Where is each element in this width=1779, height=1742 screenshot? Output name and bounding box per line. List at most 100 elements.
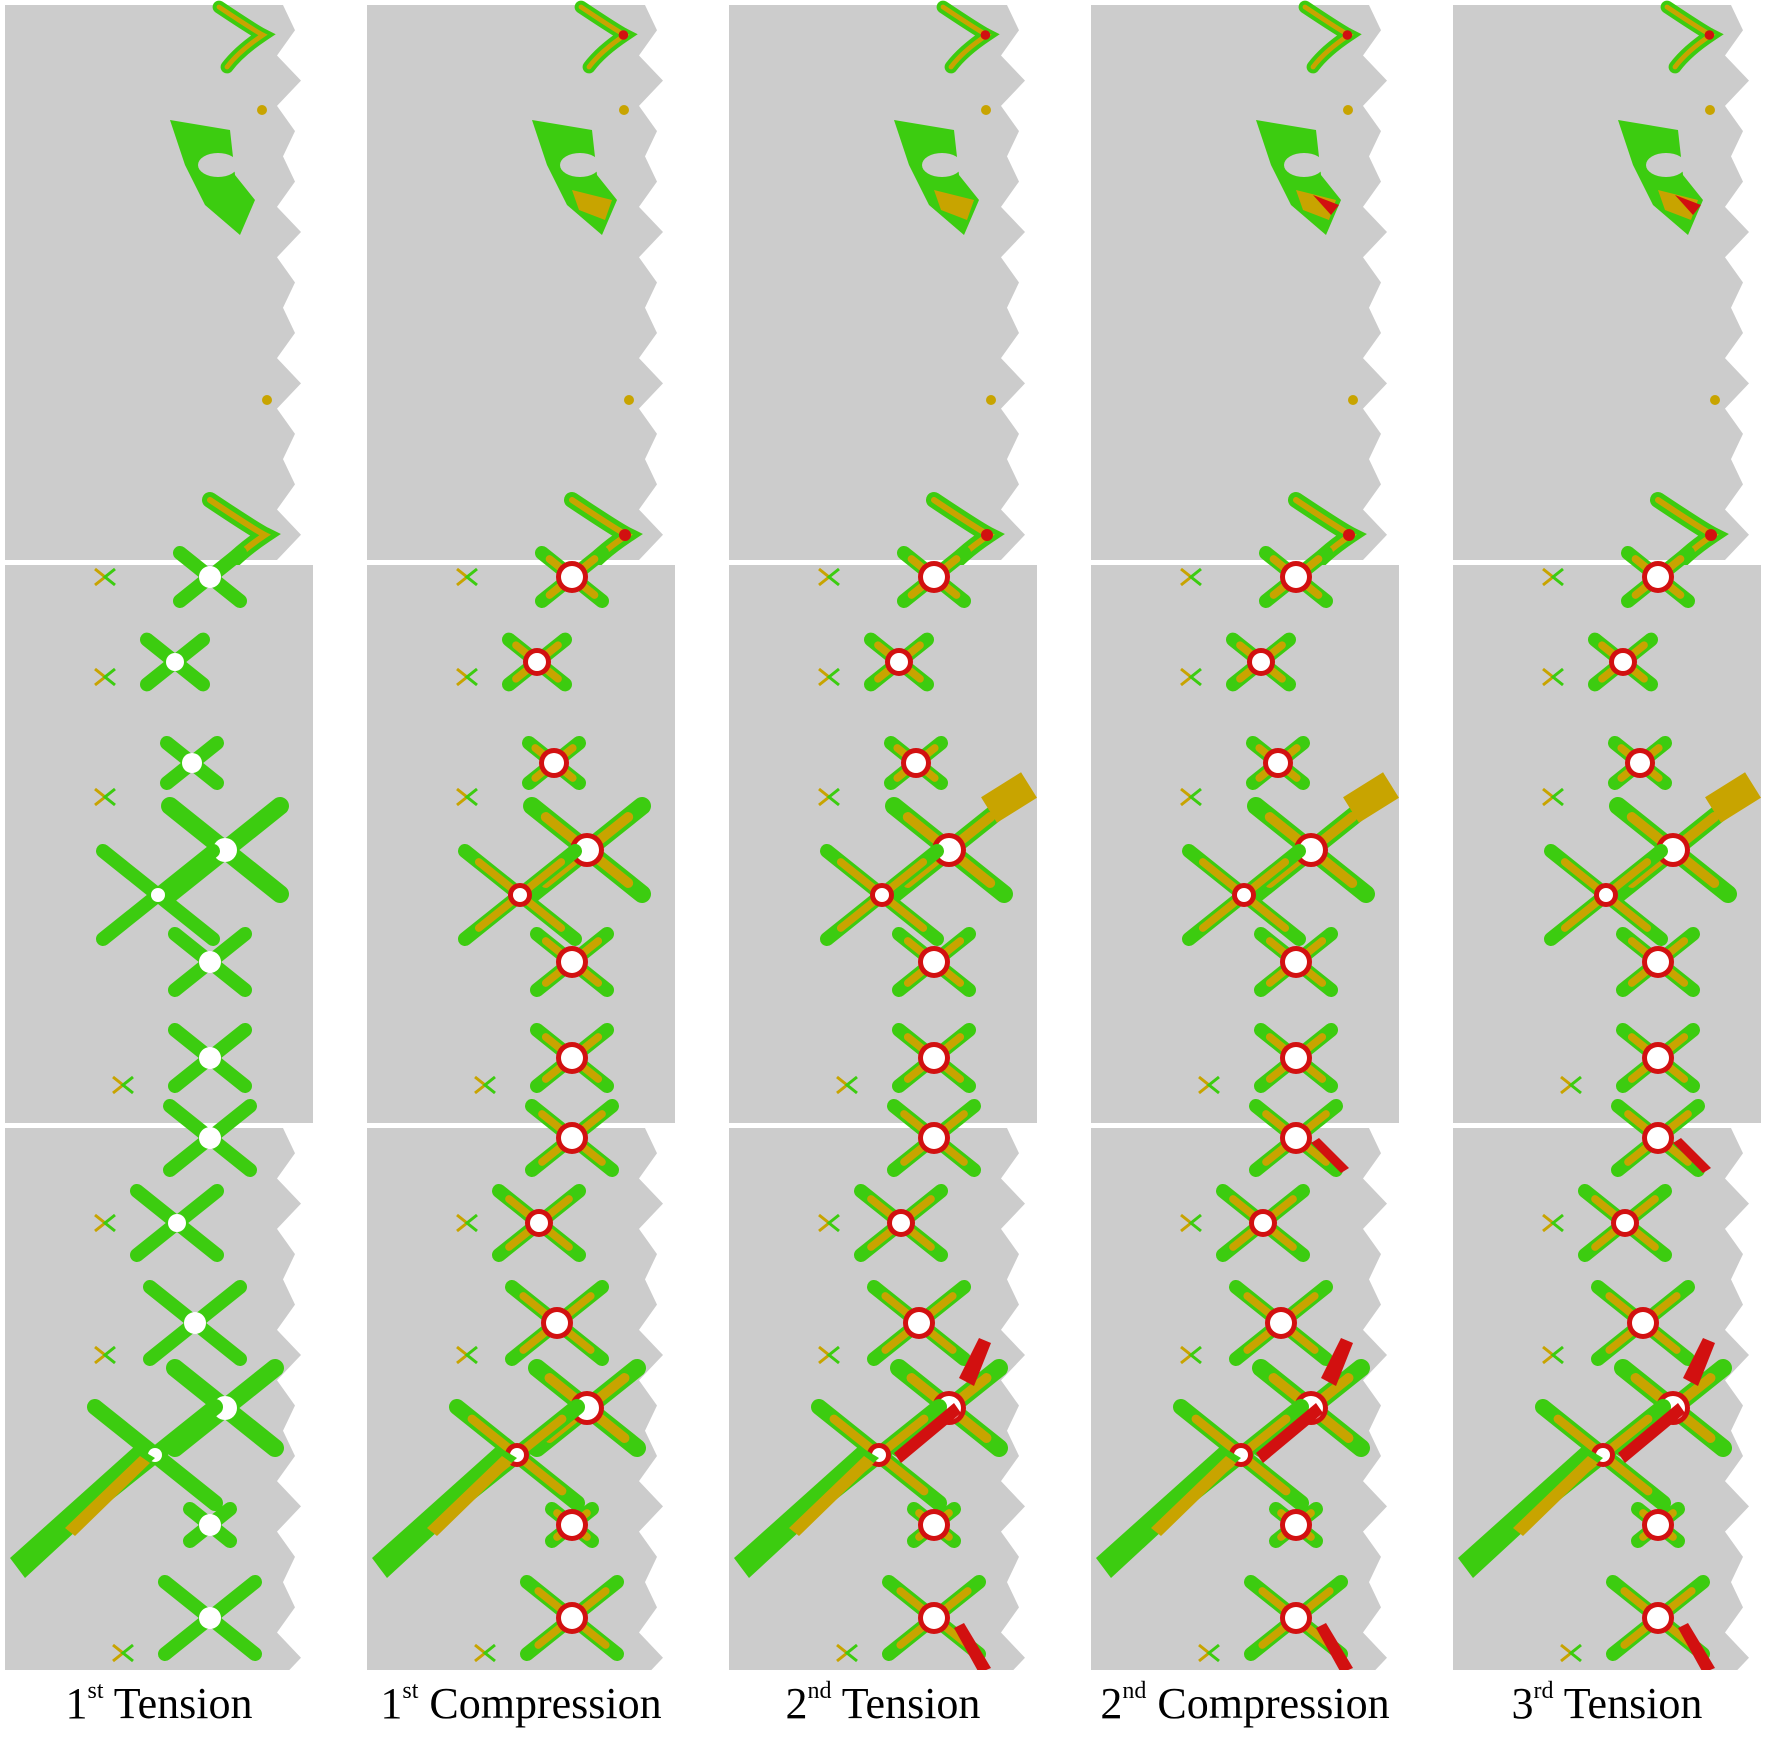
hole: [923, 1047, 945, 1069]
stress-concentration: [1673, 1138, 1711, 1173]
label-name: Tension: [103, 1679, 253, 1728]
stress-concentration: [981, 529, 993, 541]
stress-concentration: [1618, 1403, 1685, 1463]
stress-concentration: [1675, 195, 1701, 215]
minor-band: [1568, 1075, 1582, 1095]
panel-1-3: [5, 1099, 301, 1670]
stress-concentration: [619, 529, 631, 541]
stress-concentration: [1311, 1138, 1349, 1173]
contour-band-core: [1151, 1456, 1236, 1536]
stress-concentration: [959, 1338, 991, 1386]
minor-band: [1705, 105, 1715, 115]
hole: [906, 753, 926, 773]
hole: [875, 888, 889, 902]
label-name: Compression: [1146, 1679, 1390, 1728]
contour-band-core: [216, 4, 268, 70]
panel-5-1: [1453, 0, 1749, 583]
contour-band-core: [1296, 190, 1336, 220]
hole: [168, 1214, 186, 1232]
contour-band-core: [65, 1456, 150, 1536]
label-ordinal: 2: [785, 1679, 808, 1728]
hole: [199, 1047, 221, 1069]
minor-band: [1550, 787, 1564, 807]
minor-band: [1206, 1643, 1220, 1663]
minor-band: [1206, 1075, 1220, 1095]
hole: [1285, 1127, 1307, 1149]
label-name: Tension: [1553, 1679, 1703, 1728]
void: [922, 153, 962, 177]
hole: [1285, 951, 1307, 973]
specimen: [5, 5, 301, 560]
hole: [199, 1607, 221, 1629]
minor-band: [464, 1345, 478, 1365]
hole: [937, 838, 961, 862]
hole: [1647, 1607, 1669, 1629]
hole: [199, 566, 221, 588]
label-suffix: nd: [1122, 1678, 1147, 1704]
panel-4-3: [1091, 1099, 1387, 1670]
specimen: [1091, 5, 1387, 560]
hole: [1237, 888, 1251, 902]
contour-band: [151, 888, 220, 946]
hole: [908, 1312, 930, 1334]
hole: [1599, 888, 1613, 902]
void: [1646, 153, 1686, 177]
minor-band: [619, 105, 629, 115]
hole: [1632, 1312, 1654, 1334]
stress-concentration: [894, 1403, 961, 1463]
hole: [561, 566, 583, 588]
contour-band-core: [1513, 1456, 1598, 1536]
panel-2-1: [367, 0, 663, 583]
hole: [530, 1214, 548, 1232]
minor-band: [102, 567, 116, 587]
label-suffix: st: [87, 1678, 104, 1704]
hole: [923, 951, 945, 973]
panel-5-3: [1453, 1099, 1749, 1670]
minor-band: [102, 787, 116, 807]
column-label: 3rd Tension: [1452, 1674, 1762, 1734]
hole: [1647, 566, 1669, 588]
contour-grid: [5, 0, 1761, 1670]
stress-concentration: [1683, 1338, 1715, 1386]
contour-band-core: [1343, 772, 1399, 823]
hole: [1252, 653, 1270, 671]
contour-band: [87, 1399, 163, 1463]
label-name: Compression: [418, 1679, 662, 1728]
minor-band: [981, 105, 991, 115]
contour-band-core: [981, 772, 1037, 823]
hole: [1268, 753, 1288, 773]
hole: [1661, 838, 1685, 862]
minor-band: [464, 667, 478, 687]
stress-concentration: [1704, 30, 1715, 40]
stress-concentration: [1678, 1623, 1715, 1670]
hole: [1647, 1047, 1669, 1069]
minor-band: [826, 567, 840, 587]
hole: [182, 753, 202, 773]
minor-band: [102, 667, 116, 687]
hole: [184, 1312, 206, 1334]
minor-band: [1188, 1213, 1202, 1233]
hole: [1630, 753, 1650, 773]
stress-concentration: [1256, 1403, 1323, 1463]
minor-band: [257, 105, 267, 115]
hole: [575, 838, 599, 862]
panel-3-3: [729, 1099, 1025, 1670]
minor-band: [986, 395, 996, 405]
panel-4-2: [1091, 546, 1399, 1123]
label-suffix: nd: [807, 1678, 832, 1704]
hole: [1254, 1214, 1272, 1232]
minor-band: [464, 787, 478, 807]
minor-band: [120, 1075, 134, 1095]
hole: [923, 1607, 945, 1629]
hole: [923, 1514, 945, 1536]
panel-5-2: [1453, 546, 1761, 1123]
column-label: 1st Compression: [366, 1674, 676, 1734]
contour-band-core: [1658, 190, 1698, 220]
hole: [923, 1127, 945, 1149]
hole: [544, 753, 564, 773]
stress-concentration: [1313, 195, 1339, 215]
label-suffix: st: [402, 1678, 419, 1704]
label-ordinal: 3: [1511, 1679, 1534, 1728]
hole: [546, 1312, 568, 1334]
panel-3-2: [729, 546, 1037, 1123]
